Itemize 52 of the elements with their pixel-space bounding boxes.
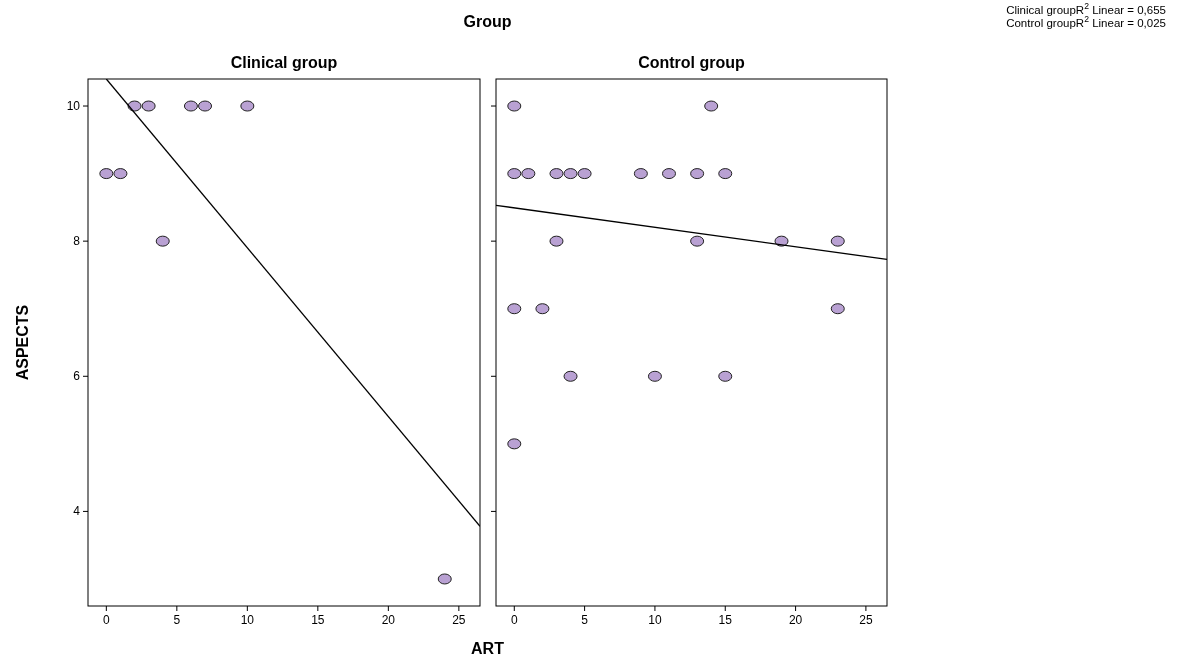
y-tick-label: 4 (73, 504, 81, 519)
x-tick-label: 15 (311, 613, 325, 627)
point (127, 100, 142, 112)
point (830, 235, 845, 247)
x-axis-title: ART (471, 640, 505, 657)
point (437, 573, 452, 585)
point (113, 168, 128, 180)
point (507, 438, 522, 450)
point (521, 168, 536, 180)
y-axis-title: ASPECTS (14, 304, 31, 381)
x-tick-label: 0 (102, 613, 110, 627)
x-tick-label: 5 (581, 613, 589, 627)
y-tick-label: 6 (73, 369, 81, 384)
point (704, 100, 719, 112)
point (577, 168, 592, 180)
point (647, 370, 662, 382)
text: Group (463, 13, 512, 30)
point (549, 235, 564, 247)
x-tick-label: 25 (859, 613, 873, 627)
point (535, 303, 550, 315)
x-tick-label: 10 (240, 613, 255, 627)
point (507, 303, 522, 315)
point (690, 168, 705, 180)
point (830, 303, 845, 315)
point (718, 168, 733, 180)
point (240, 100, 255, 112)
point (563, 370, 578, 382)
x-tick-label: 5 (173, 613, 181, 627)
point (183, 100, 198, 112)
point (507, 100, 522, 112)
x-tick-label: 10 (648, 613, 662, 627)
point (507, 168, 522, 180)
point (549, 168, 564, 180)
point (198, 100, 213, 112)
point (141, 100, 156, 112)
point (662, 168, 676, 180)
point (99, 168, 114, 180)
text: Clinical groupR$^{2}$ Linear = 0,655 (1006, 1, 1166, 16)
chart-title: Control group (638, 54, 746, 71)
y-tick-label: 8 (73, 234, 81, 249)
x-tick-label: 25 (452, 613, 466, 627)
x-tick-label: 20 (788, 613, 803, 627)
point (633, 168, 648, 180)
point (563, 168, 578, 180)
point (155, 235, 170, 247)
point (690, 235, 705, 247)
y-tick-label: 10 (66, 99, 81, 114)
x-tick-label: 0 (510, 613, 518, 627)
point (718, 370, 733, 382)
chart-title: Clinical group (230, 54, 338, 71)
x-tick-label: 15 (718, 613, 733, 627)
x-tick-label: 20 (381, 613, 396, 627)
